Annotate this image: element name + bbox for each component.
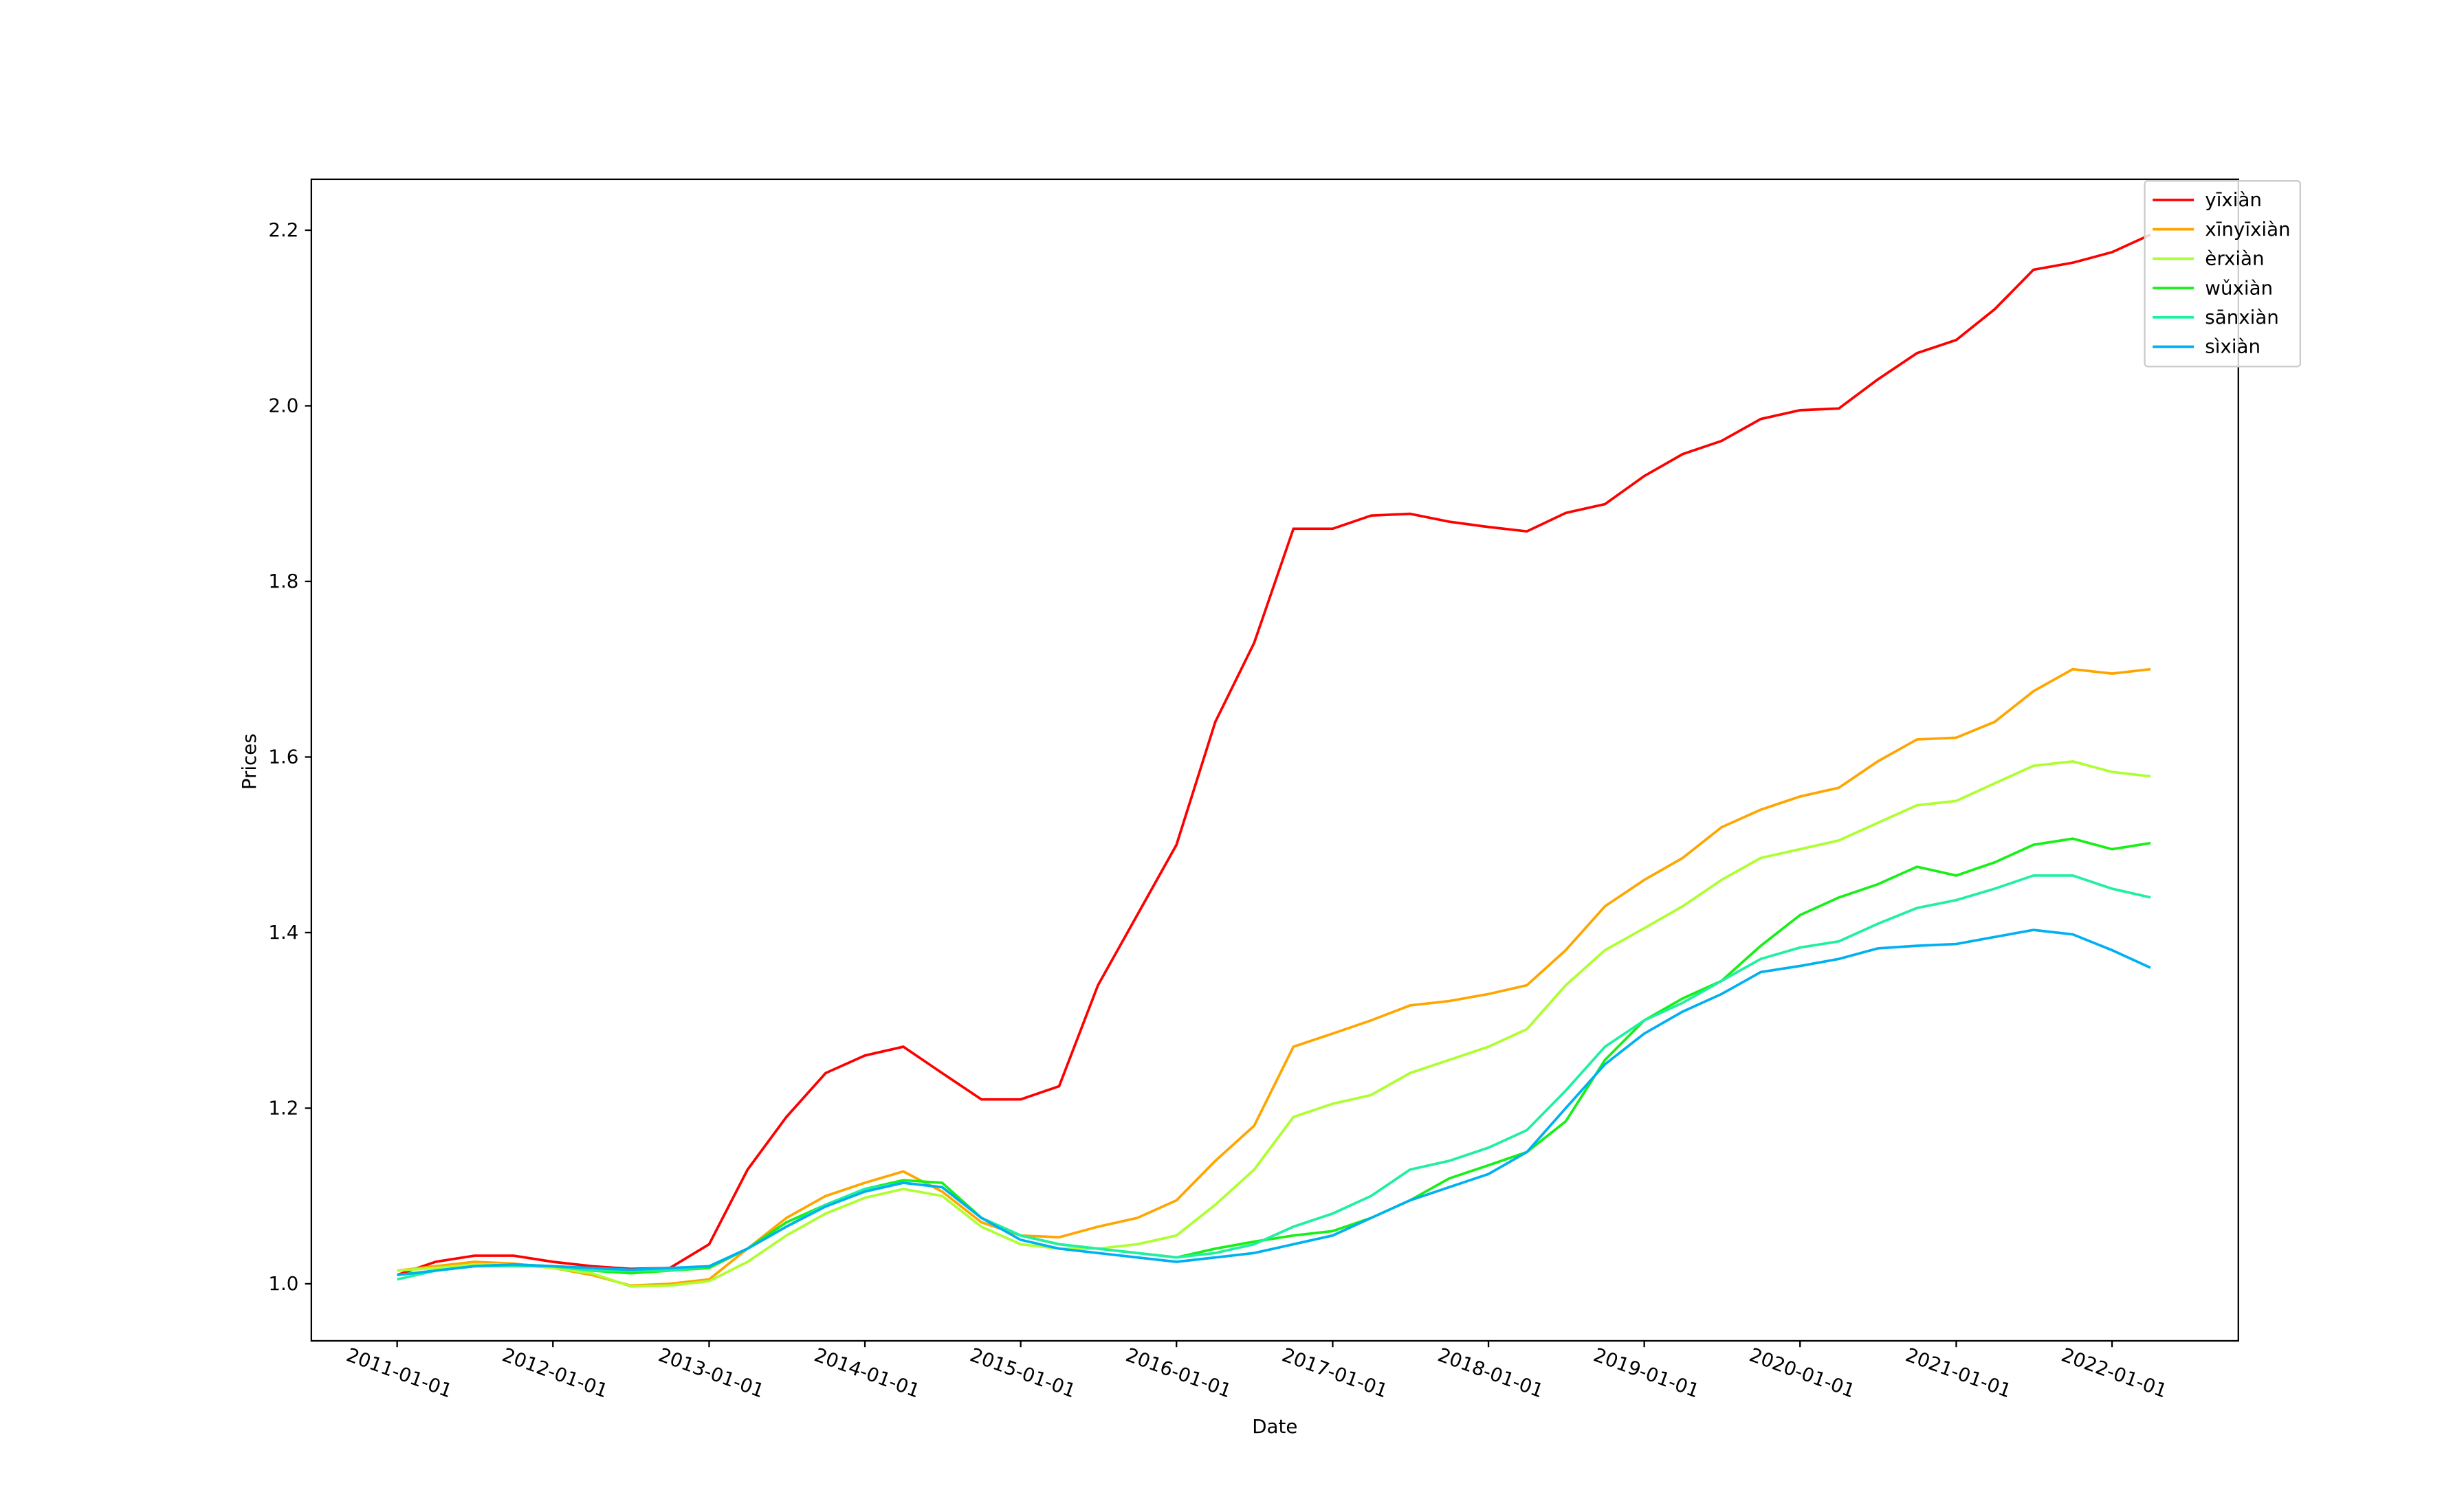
legend-label: wǔxiàn	[2205, 276, 2273, 299]
series-line	[397, 874, 2151, 1281]
y-tick-label: 1.2	[268, 1097, 298, 1120]
y-tick-label: 2.2	[268, 219, 298, 241]
legend: yīxiàn xīnyīxiàn èrxiàn wǔxiàn sānxiàn sìxiàn	[2144, 180, 2302, 368]
y-tick-label: 1.4	[268, 921, 298, 944]
y-tick-label: 1.8	[268, 570, 298, 592]
series-line	[397, 929, 2151, 1276]
series-line	[397, 667, 2151, 1287]
legend-label: yīxiàn	[2205, 188, 2262, 211]
y-tick-label: 1.0	[268, 1272, 298, 1295]
series-line	[397, 759, 2151, 1288]
plot-frame	[310, 178, 2239, 1342]
y-tick-label: 1.6	[268, 746, 298, 768]
series-line	[397, 233, 2151, 1276]
y-axis-label: Prices	[238, 733, 261, 790]
legend-label: èrxiàn	[2205, 247, 2264, 270]
legend-box	[2144, 180, 2302, 368]
y-tick-label: 2.0	[268, 394, 298, 417]
legend-label: sānxiàn	[2205, 306, 2279, 329]
legend-label: sìxiàn	[2205, 335, 2260, 358]
legend-label: xīnyīxiàn	[2205, 218, 2290, 241]
x-axis-label: Date	[1252, 1415, 1297, 1438]
